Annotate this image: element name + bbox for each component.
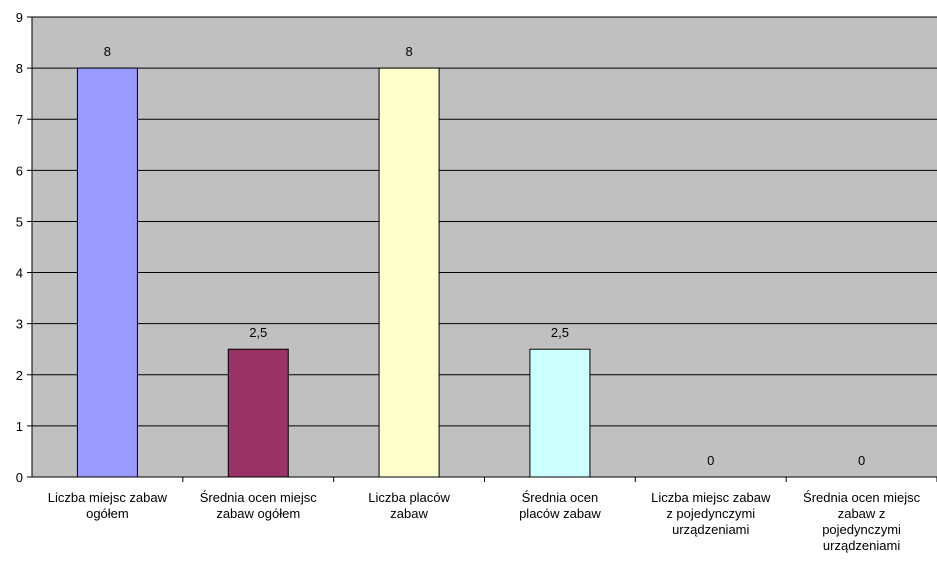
y-tick-label: 2 xyxy=(16,368,23,383)
y-tick-label: 1 xyxy=(16,419,23,434)
data-label: 0 xyxy=(707,453,714,468)
y-tick-label: 9 xyxy=(16,10,23,25)
plot-area xyxy=(32,17,937,477)
data-label: 0 xyxy=(858,453,865,468)
x-tick-label: Liczba placów zabaw xyxy=(368,490,450,521)
bar xyxy=(227,348,289,478)
bar xyxy=(529,348,591,478)
data-labels: 8 2,5 8 2,5 0 0 xyxy=(104,44,865,468)
y-axis-ticks: 0 1 2 3 4 5 6 7 8 9 xyxy=(16,10,32,485)
x-tick-label: Średnia ocen placów zabaw xyxy=(519,490,601,521)
bar xyxy=(378,67,440,478)
y-tick-label: 6 xyxy=(16,163,23,178)
y-tick-label: 3 xyxy=(16,317,23,332)
x-tick-label: Liczba miejsc zabaw ogółem xyxy=(48,490,168,521)
x-tick-label: Liczba miejsc zabaw z pojedynczymi urządze… xyxy=(651,490,771,537)
x-tick-label: Średnia ocen miejsc zabaw z pojedynczymi ur… xyxy=(803,490,921,553)
y-tick-label: 8 xyxy=(16,61,23,76)
x-tick-label: Średnia ocen miejsc zabaw ogółem xyxy=(200,490,318,521)
y-tick-label: 5 xyxy=(16,214,23,229)
bars xyxy=(76,67,591,478)
data-label: 2,5 xyxy=(249,325,267,340)
y-tick-label: 0 xyxy=(16,470,23,485)
bar xyxy=(76,67,138,478)
y-tick-label: 4 xyxy=(16,266,23,281)
x-axis-ticks: Liczba miejsc zabaw ogółem Średnia ocen mi… xyxy=(48,477,937,553)
y-tick-label: 7 xyxy=(16,112,23,127)
data-label: 8 xyxy=(405,44,412,59)
gridlines xyxy=(32,16,937,427)
data-label: 2,5 xyxy=(551,325,569,340)
data-label: 8 xyxy=(104,44,111,59)
